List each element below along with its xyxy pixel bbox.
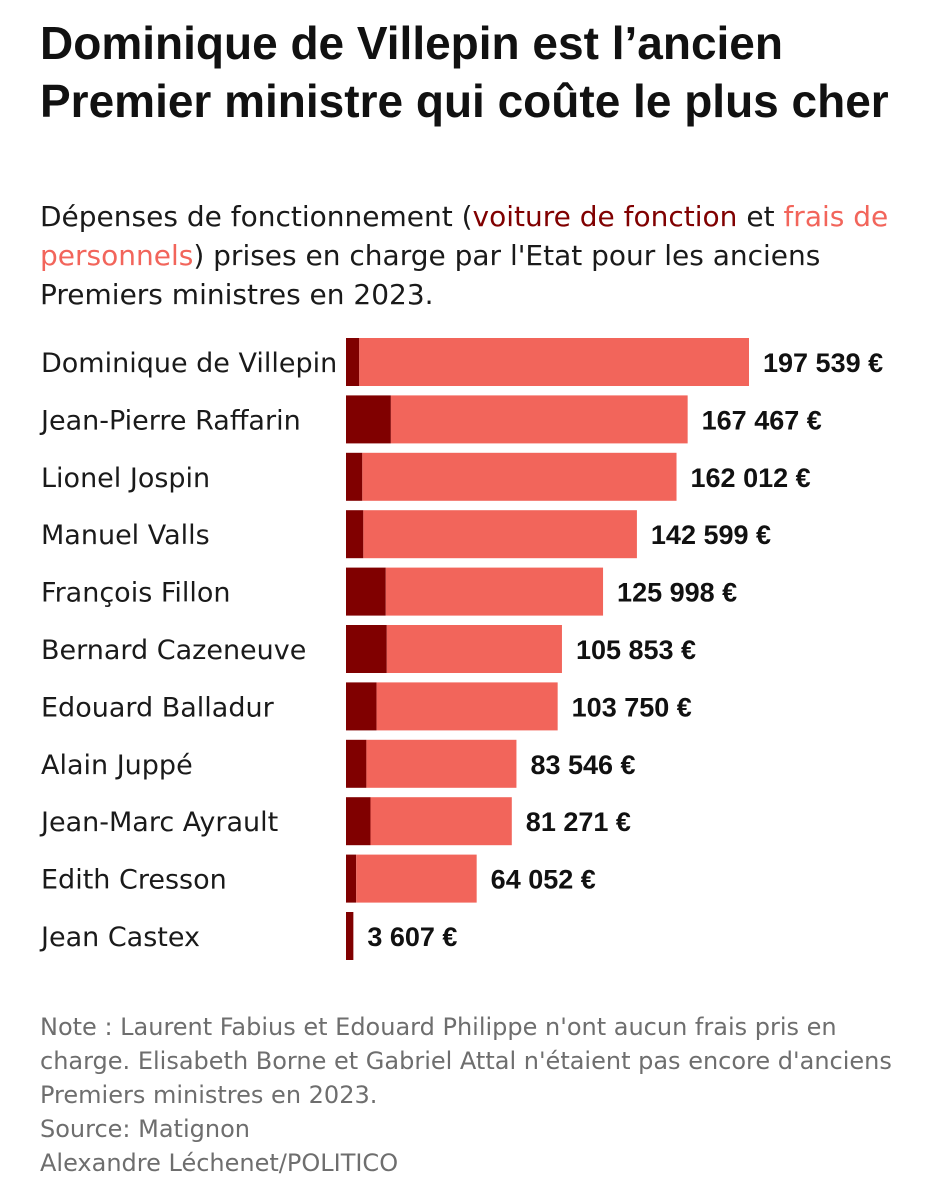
bar-voiture bbox=[346, 739, 367, 788]
bar-voiture bbox=[346, 452, 363, 501]
value-label: 64 052 € bbox=[491, 865, 596, 895]
value-label: 167 467 € bbox=[702, 405, 822, 435]
category-label: François Fillon bbox=[41, 578, 231, 609]
subtitle-prefix: Dépenses de fonctionnement ( bbox=[40, 200, 473, 233]
value-label: 125 998 € bbox=[617, 578, 737, 608]
source-text: Source: Matignon bbox=[40, 1115, 250, 1143]
chart-subtitle: Dépenses de fonctionnement (voiture de f… bbox=[40, 197, 900, 314]
value-label: 103 750 € bbox=[572, 692, 692, 722]
value-label: 83 546 € bbox=[530, 750, 635, 780]
legend-frais: frais de personnels bbox=[40, 200, 889, 272]
legend-voiture: voiture de fonction bbox=[472, 200, 738, 233]
bar-frais bbox=[356, 854, 477, 903]
bar-frais bbox=[386, 625, 562, 673]
category-label: Manuel Valls bbox=[41, 520, 210, 551]
value-label: 3 607 € bbox=[367, 922, 457, 952]
footnotes: Note : Laurent Fabius et Edouard Philipp… bbox=[40, 1010, 900, 1180]
category-label: Jean-Marc Ayrault bbox=[39, 807, 278, 838]
bar-frais bbox=[362, 452, 677, 501]
bar-voiture bbox=[346, 510, 364, 559]
value-label: 81 271 € bbox=[526, 807, 631, 837]
category-label: Lionel Jospin bbox=[41, 463, 210, 494]
bar-voiture bbox=[346, 912, 354, 960]
category-label: Edith Cresson bbox=[41, 865, 227, 896]
chart-title: Dominique de Villepin est l’ancien Premi… bbox=[40, 17, 889, 127]
bar-voiture bbox=[346, 854, 357, 903]
value-label: 162 012 € bbox=[691, 463, 811, 493]
bar-voiture bbox=[346, 682, 377, 731]
credit-text: Alexandre Léchenet/POLITICO bbox=[40, 1149, 399, 1177]
category-label: Edouard Balladur bbox=[41, 692, 275, 723]
bar-frais bbox=[385, 567, 604, 616]
value-label: 197 539 € bbox=[763, 348, 883, 378]
note-text: Note : Laurent Fabius et Edouard Philipp… bbox=[40, 1013, 892, 1109]
value-label: 105 853 € bbox=[576, 635, 696, 665]
bar-chart: Dominique de Villepin 197 539 € Jean-Pierr… bbox=[39, 338, 883, 960]
category-label: Jean-Pierre Raffarin bbox=[39, 405, 301, 436]
bar-voiture bbox=[346, 567, 386, 616]
subtitle-suffix: ) prises en charge par l'Etat pour les a… bbox=[40, 239, 821, 311]
bar-frais bbox=[370, 797, 512, 846]
value-label: 142 599 € bbox=[651, 520, 771, 550]
category-label: Alain Juppé bbox=[41, 750, 193, 781]
bar-frais bbox=[366, 739, 517, 788]
bar-voiture bbox=[346, 338, 360, 386]
bar-voiture bbox=[346, 625, 387, 673]
category-label: Dominique de Villepin bbox=[41, 348, 337, 379]
bar-frais bbox=[390, 395, 688, 444]
category-label: Bernard Cazeneuve bbox=[41, 635, 306, 666]
category-label: Jean Castex bbox=[39, 922, 200, 953]
bar-frais bbox=[363, 510, 637, 559]
bar-frais bbox=[359, 338, 749, 386]
bar-frais bbox=[376, 682, 558, 731]
bar-voiture bbox=[346, 395, 391, 444]
bar-voiture bbox=[346, 797, 371, 846]
subtitle-et: et bbox=[737, 200, 784, 233]
